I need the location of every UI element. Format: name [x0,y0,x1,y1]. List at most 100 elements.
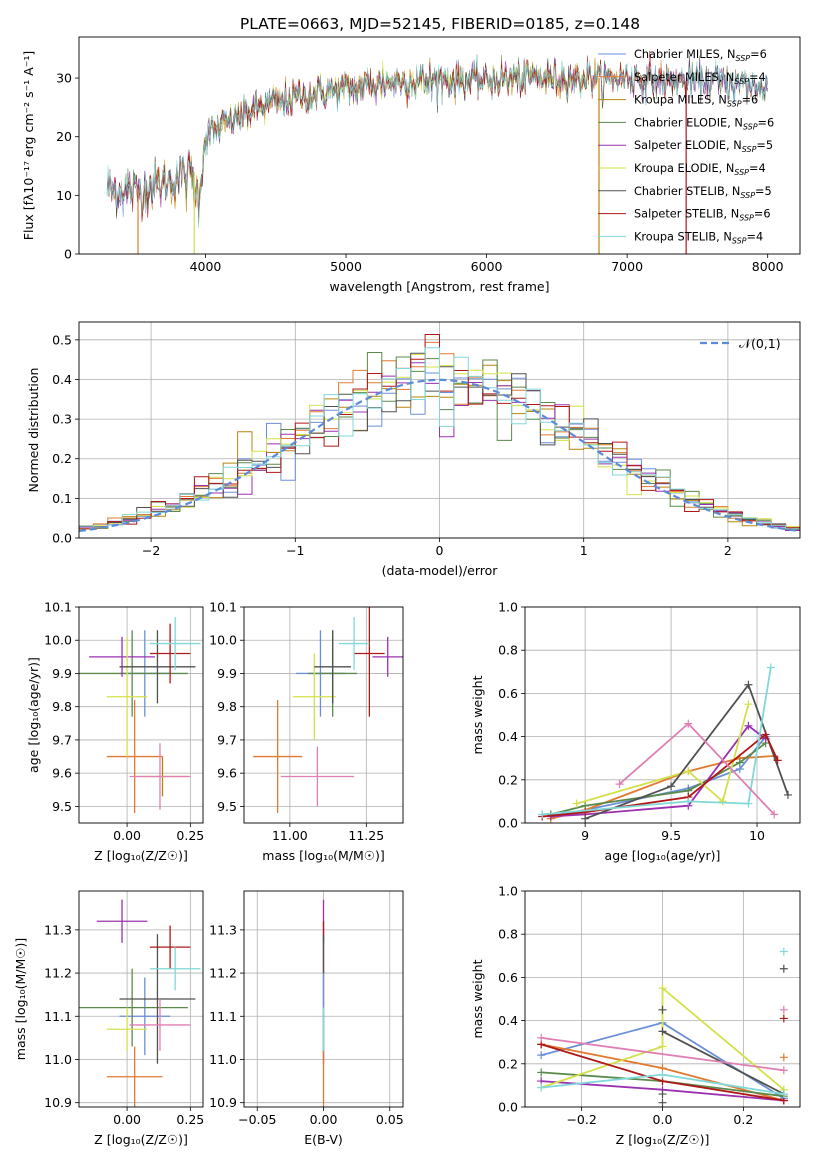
xlabel-age_vs_Z: Z [log₁₀(Z/Z☉)] [94,848,188,863]
weight-marker-0-0 [537,1051,546,1060]
xtick-label-2: 10 [749,828,765,843]
panel-age_vs_Z: 0.00 0.25 9.5 9.6 9.7 9.8 9.9 10.0 10.1 Z [log₁₀(… [26,600,204,864]
ytick-label-2: 20 [56,129,72,144]
ytick-label-1: 0.2 [498,772,518,787]
ytick-label-5: 1.0 [498,884,518,899]
ytick-label-3: 9.8 [52,699,72,714]
legend-normal-label: 𝒩(0,1) [739,336,781,351]
ytick-label-2: 0.4 [498,1013,518,1028]
extra-marker-3 [779,1014,788,1023]
xtick-label-0: −0.05 [238,1112,276,1127]
ytick-label-3: 0.6 [498,970,518,985]
xtick-label-1: 0.25 [176,1112,204,1127]
xtick-label-1: 5000 [330,259,362,274]
xtick-label-0: 9 [581,828,589,843]
weight-marker-4-3 [744,700,753,709]
legend-label-7: Salpeter STELIB, NSSP=6 [634,208,771,223]
weight-marker-7-2 [744,799,753,808]
weight-marker-7-3 [766,663,775,672]
xtick-label-2: 0.2 [733,1112,753,1127]
frame-spectrum [78,36,801,255]
xtick-label-4: 8000 [752,259,784,274]
xtick-label-0: 0.00 [113,1112,141,1127]
ytick-label-4: 11.3 [44,922,72,937]
xtick-label-2: 6000 [471,259,503,274]
ytick-label-6: 10.1 [44,600,72,615]
xtick-label-0: 11.00 [272,828,308,843]
ytick-label-0: 10.9 [44,1095,72,1110]
ytick-label-0: 9.5 [217,799,237,814]
weight-line-4 [540,986,785,1091]
ytick-label-3: 11.2 [209,966,237,981]
weight-marker-2-3 [735,758,744,767]
xtick-label-1: 0.25 [176,828,204,843]
weight-marker-5-1 [667,782,676,791]
weight-line-4 [576,703,750,805]
extra-marker-1 [779,964,788,973]
xlabel-residuals: (data-model)/error [382,563,499,578]
xtick-label-1: 11.25 [348,828,384,843]
weight-marker-7-1 [684,797,693,806]
legend-label-0: Chabrier MILES, NSSP=6 [634,48,767,63]
xlabel-age_vs_mass: mass [log₁₀(M/M☉)] [262,848,384,863]
ytick-label-0: 0.0 [498,816,518,831]
frame-residuals [78,321,801,539]
weight-marker-6-3 [761,730,770,739]
ytick-label-3: 0.6 [498,686,518,701]
xtick-label-0: 4000 [190,259,222,274]
ytick-label-1: 0.1 [52,491,72,506]
xtick-label-0: −2 [142,543,160,558]
extra-marker-6 [658,1098,667,1107]
ytick-label-5: 1.0 [498,600,518,615]
ylabel-weight_vs_age: mass weight [470,675,485,754]
weight-marker-4-0 [572,799,581,808]
weight-marker-4-1 [658,1042,667,1051]
weight-marker-8-2 [770,810,779,819]
ytick-label-0: 0.0 [52,531,72,546]
ytick-label-0: 0.0 [498,1100,518,1115]
plot-area-residuals [79,334,800,533]
weight-marker-8-0 [537,1033,546,1042]
ytick-label-3: 0.3 [52,412,72,427]
ylabel-weight_vs_Z: mass weight [470,959,485,1038]
plot-area-age_vs_Z [79,616,201,814]
ytick-label-6: 10.1 [209,600,237,615]
ytick-label-5: 10.0 [209,633,237,648]
weight-marker-8-1 [684,719,693,728]
ytick-label-2: 11.1 [44,1009,72,1024]
ytick-label-1: 11.0 [44,1052,72,1067]
xtick-label-3: 7000 [611,259,643,274]
plot-area-weight_vs_Z [537,947,788,1107]
ytick-label-4: 11.3 [209,922,237,937]
ytick-label-5: 0.5 [52,332,72,347]
frame-age_vs_mass [243,606,404,824]
plot-area-spectrum [106,50,768,254]
legend-label-8: Kroupa STELIB, NSSP=4 [634,230,763,245]
xtick-label-2: 0.05 [376,1112,404,1127]
frame-age_vs_Z [78,606,204,824]
ylabel-mass_vs_Z: mass [log₁₀(M/M☉)] [13,938,28,1060]
ylabel-residuals: Normed distribution [26,368,41,493]
ytick-label-1: 9.6 [217,766,237,781]
frame-weight_vs_age [524,606,801,824]
plot-area-weight_vs_age [538,663,792,823]
weight-marker-7-1 [658,1070,667,1079]
weight-marker-5-2 [744,680,753,689]
xlabel-spectrum: wavelength [Angstrom, rest frame] [329,279,549,294]
xtick-label-4: 2 [724,543,732,558]
ytick-label-4: 0.4 [52,372,72,387]
panel-spectrum: 4000 5000 6000 7000 8000 0 10 20 30 wavelength [A… [21,36,801,294]
weight-marker-7-2 [779,1090,788,1099]
ytick-label-1: 10 [56,188,72,203]
figure-title: PLATE=0663, MJD=52145, FIBERID=0185, z=0… [240,15,640,33]
frame-weight_vs_Z [524,890,801,1108]
weight-marker-2-0 [537,1068,546,1077]
weight-marker-7-0 [538,810,547,819]
weight-marker-6-1 [581,808,590,817]
legend-label-6: Chabrier STELIB, NSSP=5 [634,185,772,200]
weight-marker-4-2 [658,984,667,993]
xtick-label-0: 0.00 [113,828,141,843]
ytick-label-3: 30 [56,71,72,86]
weight-marker-4-2 [718,797,727,806]
